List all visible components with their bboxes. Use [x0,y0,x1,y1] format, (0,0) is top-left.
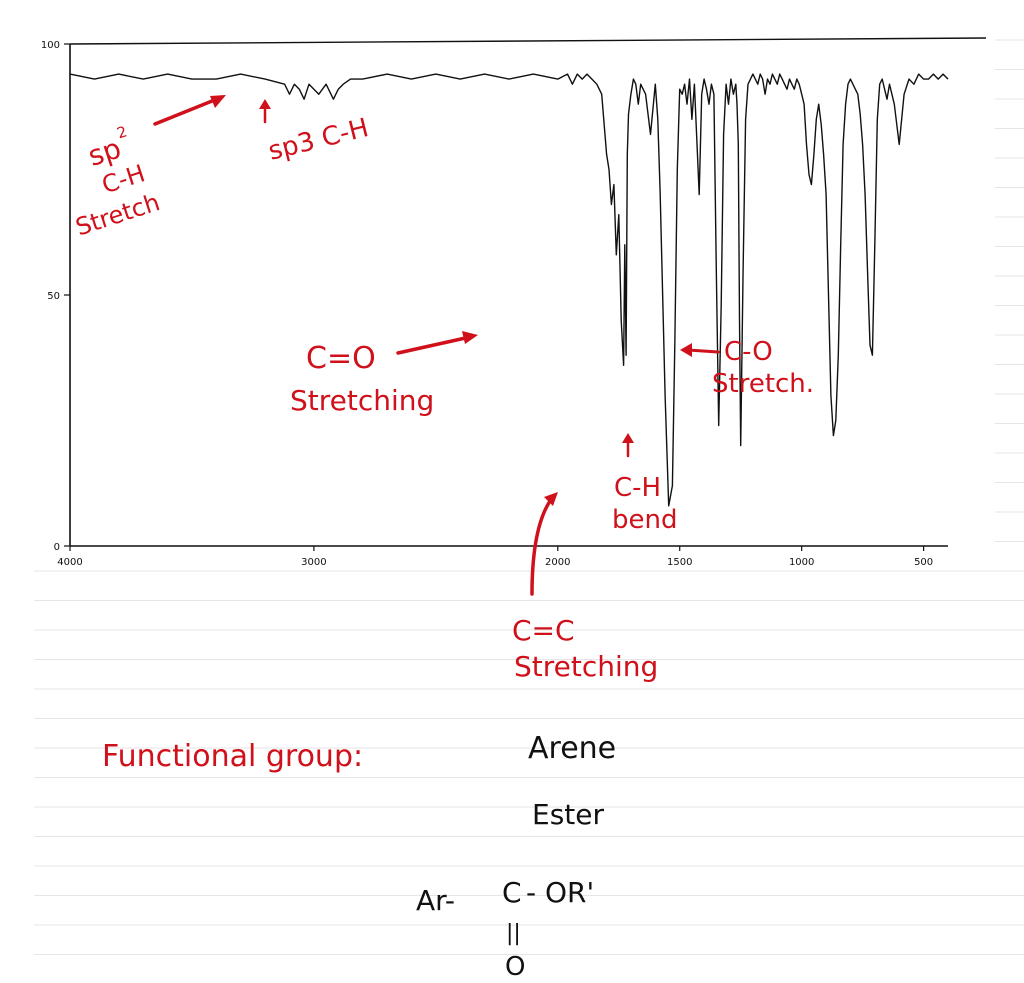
functional-group-label: Functional group: [102,739,363,774]
sp2-arrow [153,95,226,126]
y-tick-label: 0 [54,542,60,553]
formula-or: - OR' [526,876,594,909]
functional-group-arene: Arene [528,731,616,766]
carbonyl-label: C=O [306,341,376,376]
c-o-stretch-label: Stretch. [712,369,814,399]
x-tick-label: 2000 [545,557,570,568]
formula-c: C [502,876,522,909]
alkene-label: C=C [512,614,575,647]
ch-bend-label: C-H [614,473,661,503]
alkene-annotation: C=C Stretching [512,492,658,683]
x-ticks: 4000 3000 2000 1500 1000 500 [57,546,933,568]
y-tick-label: 50 [47,291,60,302]
sp3-label: sp3 C-H [265,113,371,167]
sp2-stretch-label: Stretch [72,188,163,241]
ir-spectrum-chart: 0 50 100 4000 3000 2000 1500 1000 500 [41,37,987,568]
y-ticks: 0 50 100 [41,40,70,553]
x-tick-label: 3000 [301,557,326,568]
x-tick-label: 4000 [57,557,82,568]
formula-double-bond: || [506,921,521,946]
annotations: sp 2 C-H Stretch sp3 C-H C=O Stretching … [72,95,814,683]
notes: Functional group: Arene Ester Ar- C - OR… [102,731,616,982]
alkene-stretch-label: Stretching [514,650,658,683]
ruled-lines [34,39,1024,955]
sp2-annotation: sp 2 C-H Stretch [72,122,163,241]
c-o-annotation: C-O Stretch. [680,337,814,399]
ch-bend-word: bend [612,505,677,535]
formula-oxygen: O [505,952,525,982]
y-tick-label: 100 [41,40,60,51]
ch-bend-annotation: C-H bend [612,433,677,535]
carbonyl-stretch-label: Stretching [290,384,434,417]
spectrum-line [69,73,949,507]
c-o-label: C-O [724,337,773,367]
x-tick-label: 1500 [667,557,692,568]
x-tick-label: 500 [914,557,933,568]
top-border-line [69,37,987,45]
x-tick-label: 1000 [789,557,814,568]
functional-group-ester: Ester [532,798,604,831]
carbonyl-annotation: C=O Stretching [290,331,478,417]
formula-ar: Ar- [416,884,455,917]
sp3-annotation: sp3 C-H [259,99,372,167]
